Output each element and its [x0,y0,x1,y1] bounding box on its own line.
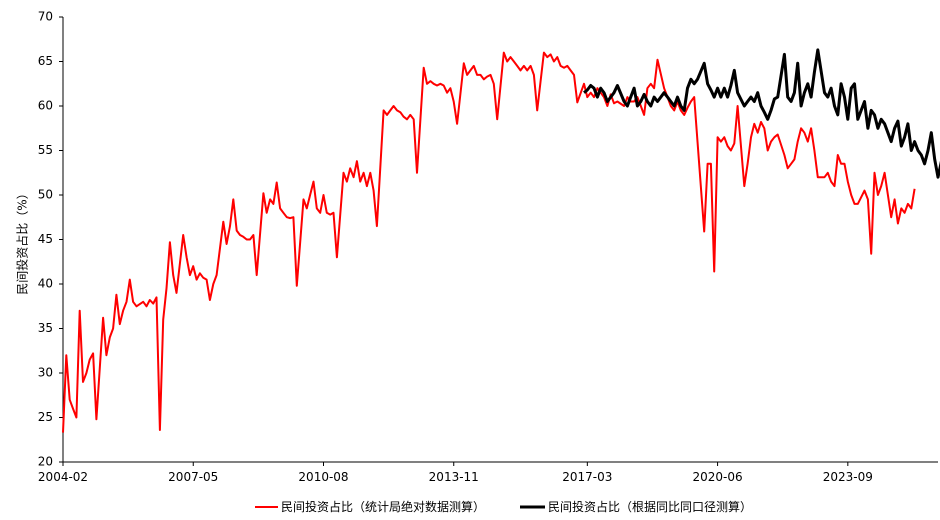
y-tick-label: 70 [38,10,53,24]
y-axis-label: 民间投资占比（%） [15,187,30,294]
x-tick-label: 2013-11 [429,470,479,484]
y-tick-label: 30 [38,366,53,380]
x-tick-label: 2017-03 [562,470,612,484]
y-tick-label: 20 [38,455,53,469]
y-tick-label: 50 [38,188,53,202]
y-axis-ticks: 20 25 30 35 40 45 50 55 60 65 70 [38,10,63,469]
x-tick-label: 2023-09 [823,470,873,484]
y-tick-label: 35 [38,321,53,335]
y-tick-label: 40 [38,277,53,291]
legend-label-red: 民间投资占比（统计局绝对数据测算） [281,499,485,514]
x-axis-ticks: 2004-02 2007-05 2010-08 2013-11 2017-03 2020-… [38,462,873,484]
y-tick-label: 65 [38,54,53,68]
y-tick-label: 45 [38,232,53,246]
series-line-red [62,51,916,433]
legend-label-black: 民间投资占比（根据同比同口径测算） [548,499,752,514]
y-tick-label: 25 [38,410,53,424]
y-tick-label: 60 [38,99,53,113]
y-tick-label: 55 [38,143,53,157]
series-lines [62,48,940,433]
x-tick-label: 2020-06 [693,470,743,484]
legend: 民间投资占比（统计局绝对数据测算） 民间投资占比（根据同比同口径测算） [255,499,752,514]
x-tick-label: 2004-02 [38,470,88,484]
x-tick-label: 2007-05 [168,470,218,484]
series-line-black [583,48,940,179]
x-tick-label: 2010-08 [298,470,348,484]
